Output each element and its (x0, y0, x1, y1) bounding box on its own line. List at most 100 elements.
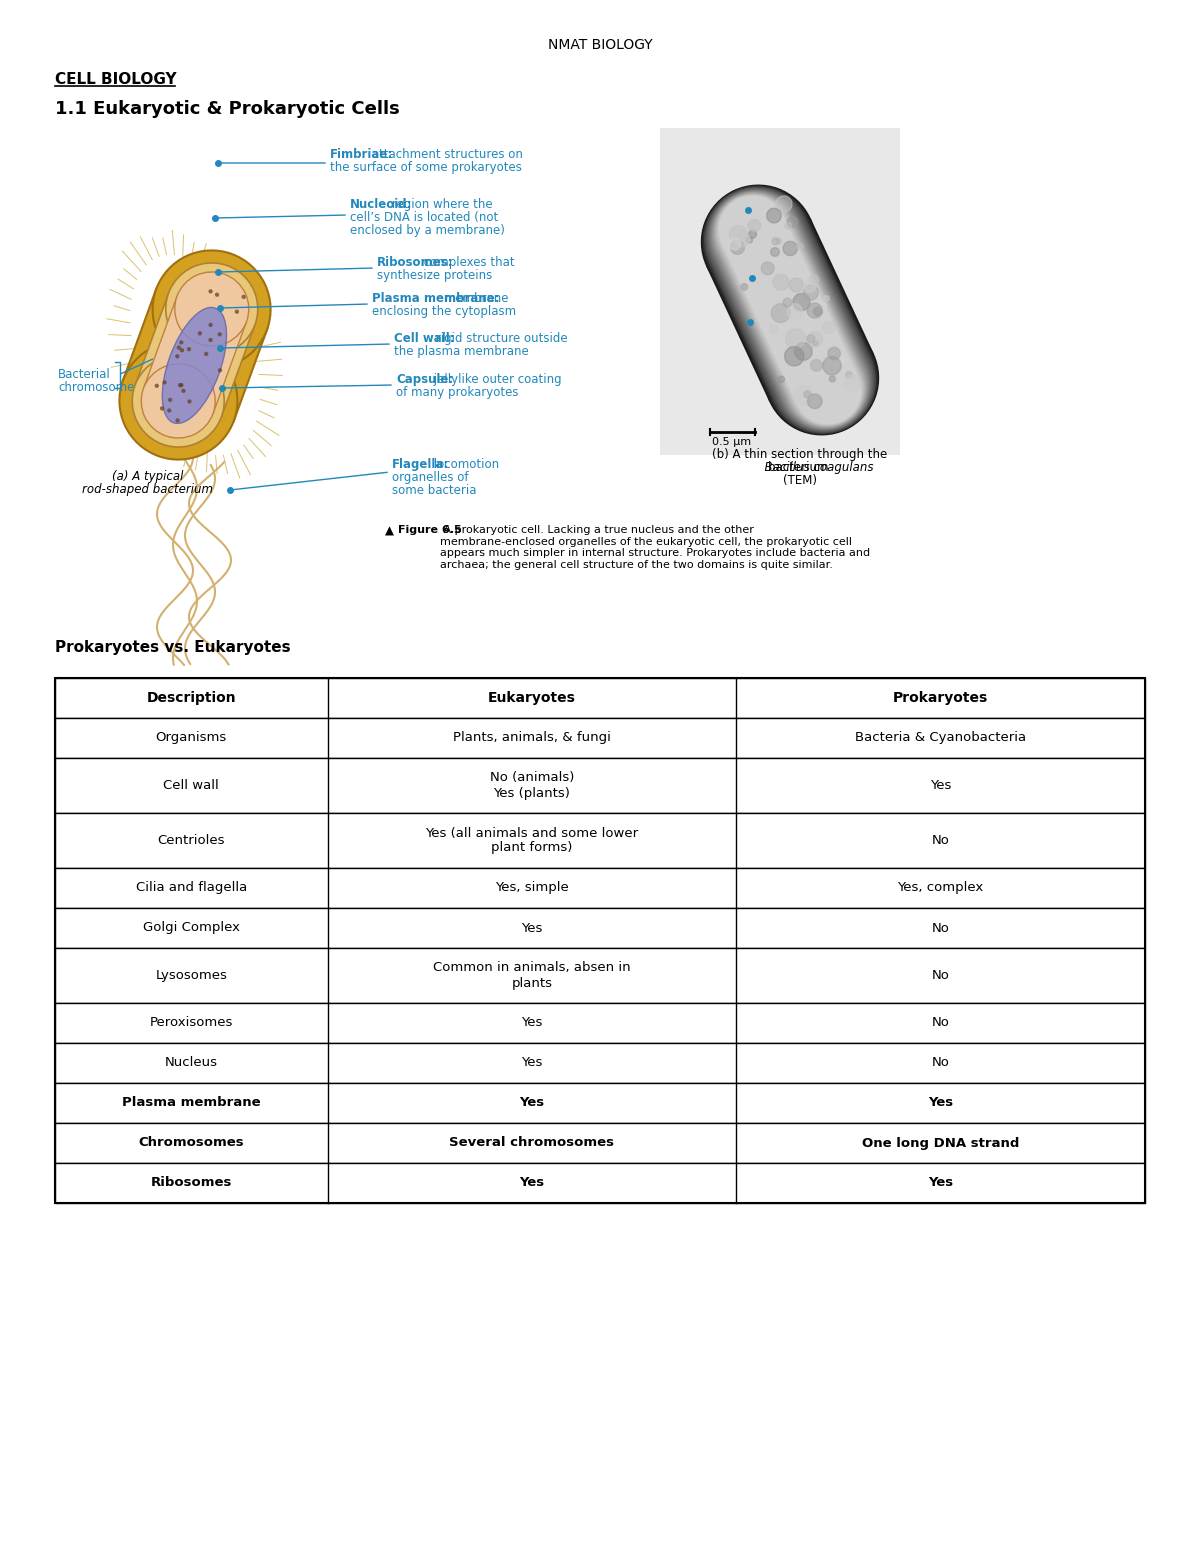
Text: Ribosomes:: Ribosomes: (377, 256, 454, 269)
Circle shape (180, 340, 182, 343)
Text: No: No (931, 969, 949, 981)
Text: Ribosomes: Ribosomes (150, 1177, 232, 1190)
Circle shape (209, 290, 212, 294)
Text: Yes, simple: Yes, simple (496, 882, 569, 895)
Ellipse shape (778, 337, 871, 430)
Circle shape (161, 407, 163, 410)
Text: Yes (plants): Yes (plants) (493, 786, 570, 800)
Ellipse shape (769, 328, 876, 433)
Circle shape (209, 323, 212, 326)
Circle shape (829, 376, 835, 382)
Text: Yes (all animals and some lower: Yes (all animals and some lower (425, 826, 638, 840)
Circle shape (794, 343, 812, 360)
Circle shape (770, 247, 779, 256)
Circle shape (793, 294, 810, 311)
Circle shape (731, 241, 744, 255)
Circle shape (823, 295, 829, 301)
Text: (a) A typical: (a) A typical (113, 471, 184, 483)
Circle shape (779, 376, 785, 382)
Text: the surface of some prokaryotes: the surface of some prokaryotes (330, 162, 522, 174)
Circle shape (169, 399, 172, 401)
Polygon shape (708, 217, 872, 402)
Text: Yes, complex: Yes, complex (898, 882, 984, 895)
Text: Chromosomes: Chromosomes (138, 1137, 244, 1149)
Text: NMAT BIOLOGY: NMAT BIOLOGY (547, 37, 653, 51)
Circle shape (218, 368, 222, 371)
Polygon shape (713, 216, 866, 404)
Text: Yes: Yes (930, 780, 952, 792)
Polygon shape (710, 217, 870, 402)
Circle shape (787, 304, 803, 320)
Circle shape (155, 384, 158, 387)
Text: rigid structure outside: rigid structure outside (432, 332, 568, 345)
Ellipse shape (784, 343, 868, 429)
Circle shape (179, 384, 181, 387)
Text: Golgi Complex: Golgi Complex (143, 921, 240, 935)
Text: Nucleus: Nucleus (164, 1056, 217, 1070)
Text: Yes: Yes (521, 1017, 542, 1030)
Ellipse shape (786, 346, 866, 427)
Text: Description: Description (146, 691, 236, 705)
Text: ▲: ▲ (385, 525, 398, 537)
Circle shape (205, 353, 208, 356)
Bar (55, 909, 1145, 947)
Text: plant forms): plant forms) (491, 842, 572, 854)
Text: CELL BIOLOGY: CELL BIOLOGY (55, 71, 176, 87)
Circle shape (176, 354, 179, 357)
Text: No: No (931, 921, 949, 935)
Polygon shape (721, 214, 858, 405)
Text: Plants, animals, & fungi: Plants, animals, & fungi (452, 731, 611, 744)
Text: 1.1 Eukaryotic & Prokaryotic Cells: 1.1 Eukaryotic & Prokaryotic Cells (55, 99, 400, 118)
Bar (55, 1163, 1145, 1204)
Circle shape (784, 241, 798, 256)
Polygon shape (715, 216, 865, 404)
Ellipse shape (712, 191, 797, 276)
Bar (55, 1044, 1145, 1082)
Text: the plasma membrane: the plasma membrane (394, 345, 529, 359)
Text: Eukaryotes: Eukaryotes (488, 691, 576, 705)
Circle shape (218, 332, 221, 335)
Polygon shape (709, 217, 871, 402)
Text: No (animals): No (animals) (490, 772, 574, 784)
Circle shape (823, 357, 841, 374)
Circle shape (772, 238, 779, 245)
Ellipse shape (764, 320, 880, 435)
Text: synthesize proteins: synthesize proteins (377, 269, 492, 283)
Circle shape (786, 329, 805, 348)
Circle shape (784, 298, 792, 307)
Circle shape (820, 303, 827, 309)
Text: Peroxisomes: Peroxisomes (150, 1017, 233, 1030)
Circle shape (790, 278, 803, 292)
Text: Prokaryotes: Prokaryotes (893, 691, 989, 705)
Ellipse shape (709, 189, 803, 283)
Bar (55, 814, 1145, 868)
Bar (55, 679, 1145, 1204)
Ellipse shape (175, 272, 248, 346)
Text: Plasma membrane: Plasma membrane (122, 1096, 260, 1109)
Circle shape (730, 225, 748, 244)
Text: plants: plants (511, 977, 552, 989)
Text: ​​Bacillus coagulans: ​​Bacillus coagulans (727, 461, 874, 474)
Polygon shape (122, 289, 268, 421)
Ellipse shape (706, 188, 808, 289)
Circle shape (828, 348, 840, 360)
Text: Cell wall:: Cell wall: (394, 332, 455, 345)
Text: attachment structures on: attachment structures on (368, 148, 523, 162)
Text: Common in animals, absen in: Common in animals, absen in (433, 961, 631, 974)
Circle shape (846, 371, 852, 377)
Text: Lysosomes: Lysosomes (155, 969, 227, 981)
Text: chromosome: chromosome (58, 380, 134, 394)
Circle shape (785, 222, 792, 228)
Circle shape (728, 238, 740, 250)
Circle shape (180, 384, 182, 387)
Circle shape (180, 349, 184, 351)
Ellipse shape (716, 194, 788, 267)
Ellipse shape (120, 342, 238, 460)
Text: (b) A thin section through the: (b) A thin section through the (713, 447, 888, 461)
Circle shape (804, 391, 811, 398)
Text: Centrioles: Centrioles (157, 834, 226, 846)
Circle shape (808, 303, 822, 318)
Circle shape (734, 231, 750, 247)
Polygon shape (716, 216, 864, 404)
Circle shape (773, 275, 788, 290)
